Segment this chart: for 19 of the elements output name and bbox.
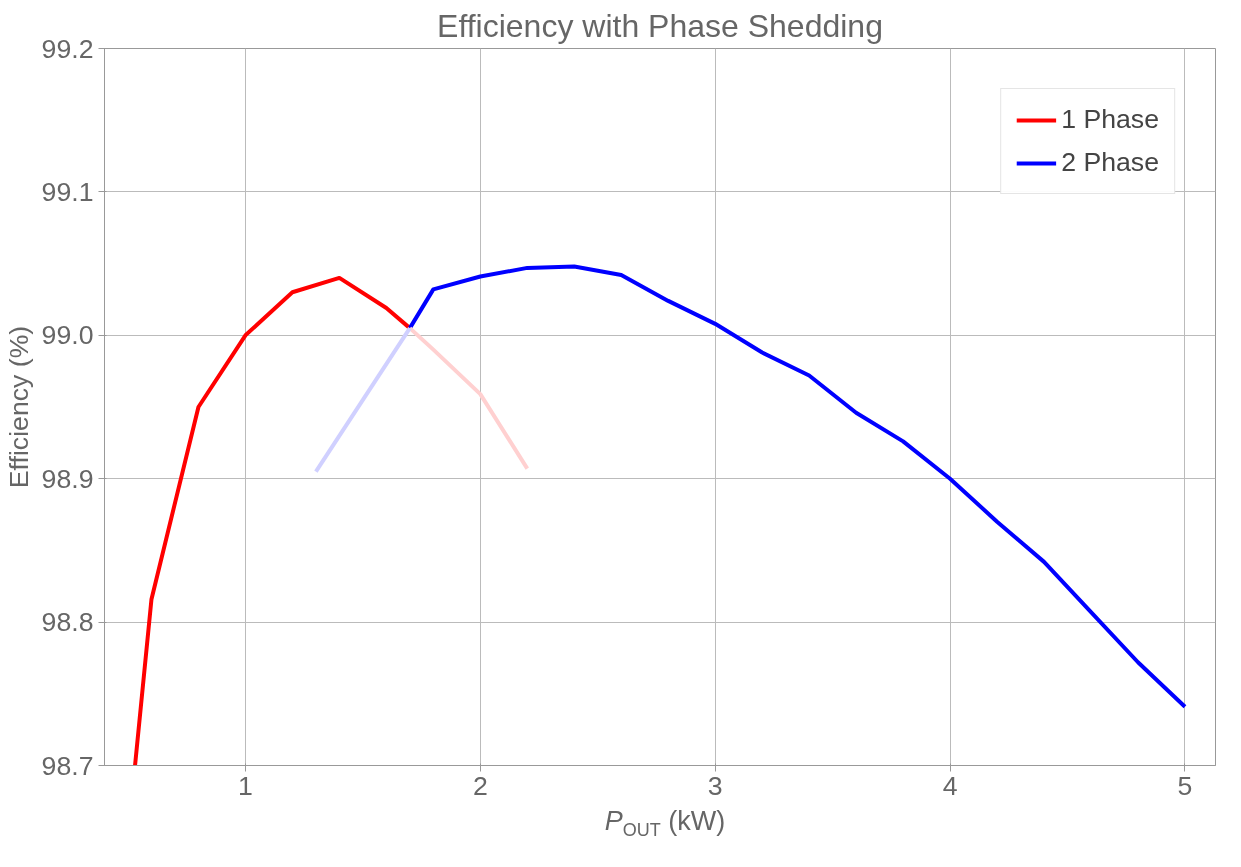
x-tick-label: 5: [1177, 770, 1193, 801]
y-tick-label: 99.1: [41, 176, 94, 207]
y-tick-label: 98.9: [41, 463, 94, 494]
x-tick-label: 3: [707, 770, 723, 801]
x-tick-label: 2: [472, 770, 488, 801]
legend-label: 1 Phase: [1061, 104, 1159, 135]
legend-label: 2 Phase: [1061, 147, 1159, 178]
chart-title: Efficiency with Phase Shedding: [437, 7, 883, 44]
y-tick-label: 98.8: [41, 607, 94, 638]
y-axis-title: Efficiency (%): [3, 325, 34, 489]
line-series: [407, 326, 530, 471]
x-axis-title: P$_{OUT}$ (kW): [604, 805, 726, 843]
line-series: [407, 264, 1187, 709]
y-tick-label: 99.2: [41, 33, 94, 64]
x-tick-label: 1: [238, 770, 253, 801]
x-tick-label: 4: [942, 770, 958, 801]
y-tick-label: 99.0: [41, 320, 94, 351]
y-tick-label: 98.7: [41, 750, 94, 781]
line-series: [133, 275, 412, 766]
